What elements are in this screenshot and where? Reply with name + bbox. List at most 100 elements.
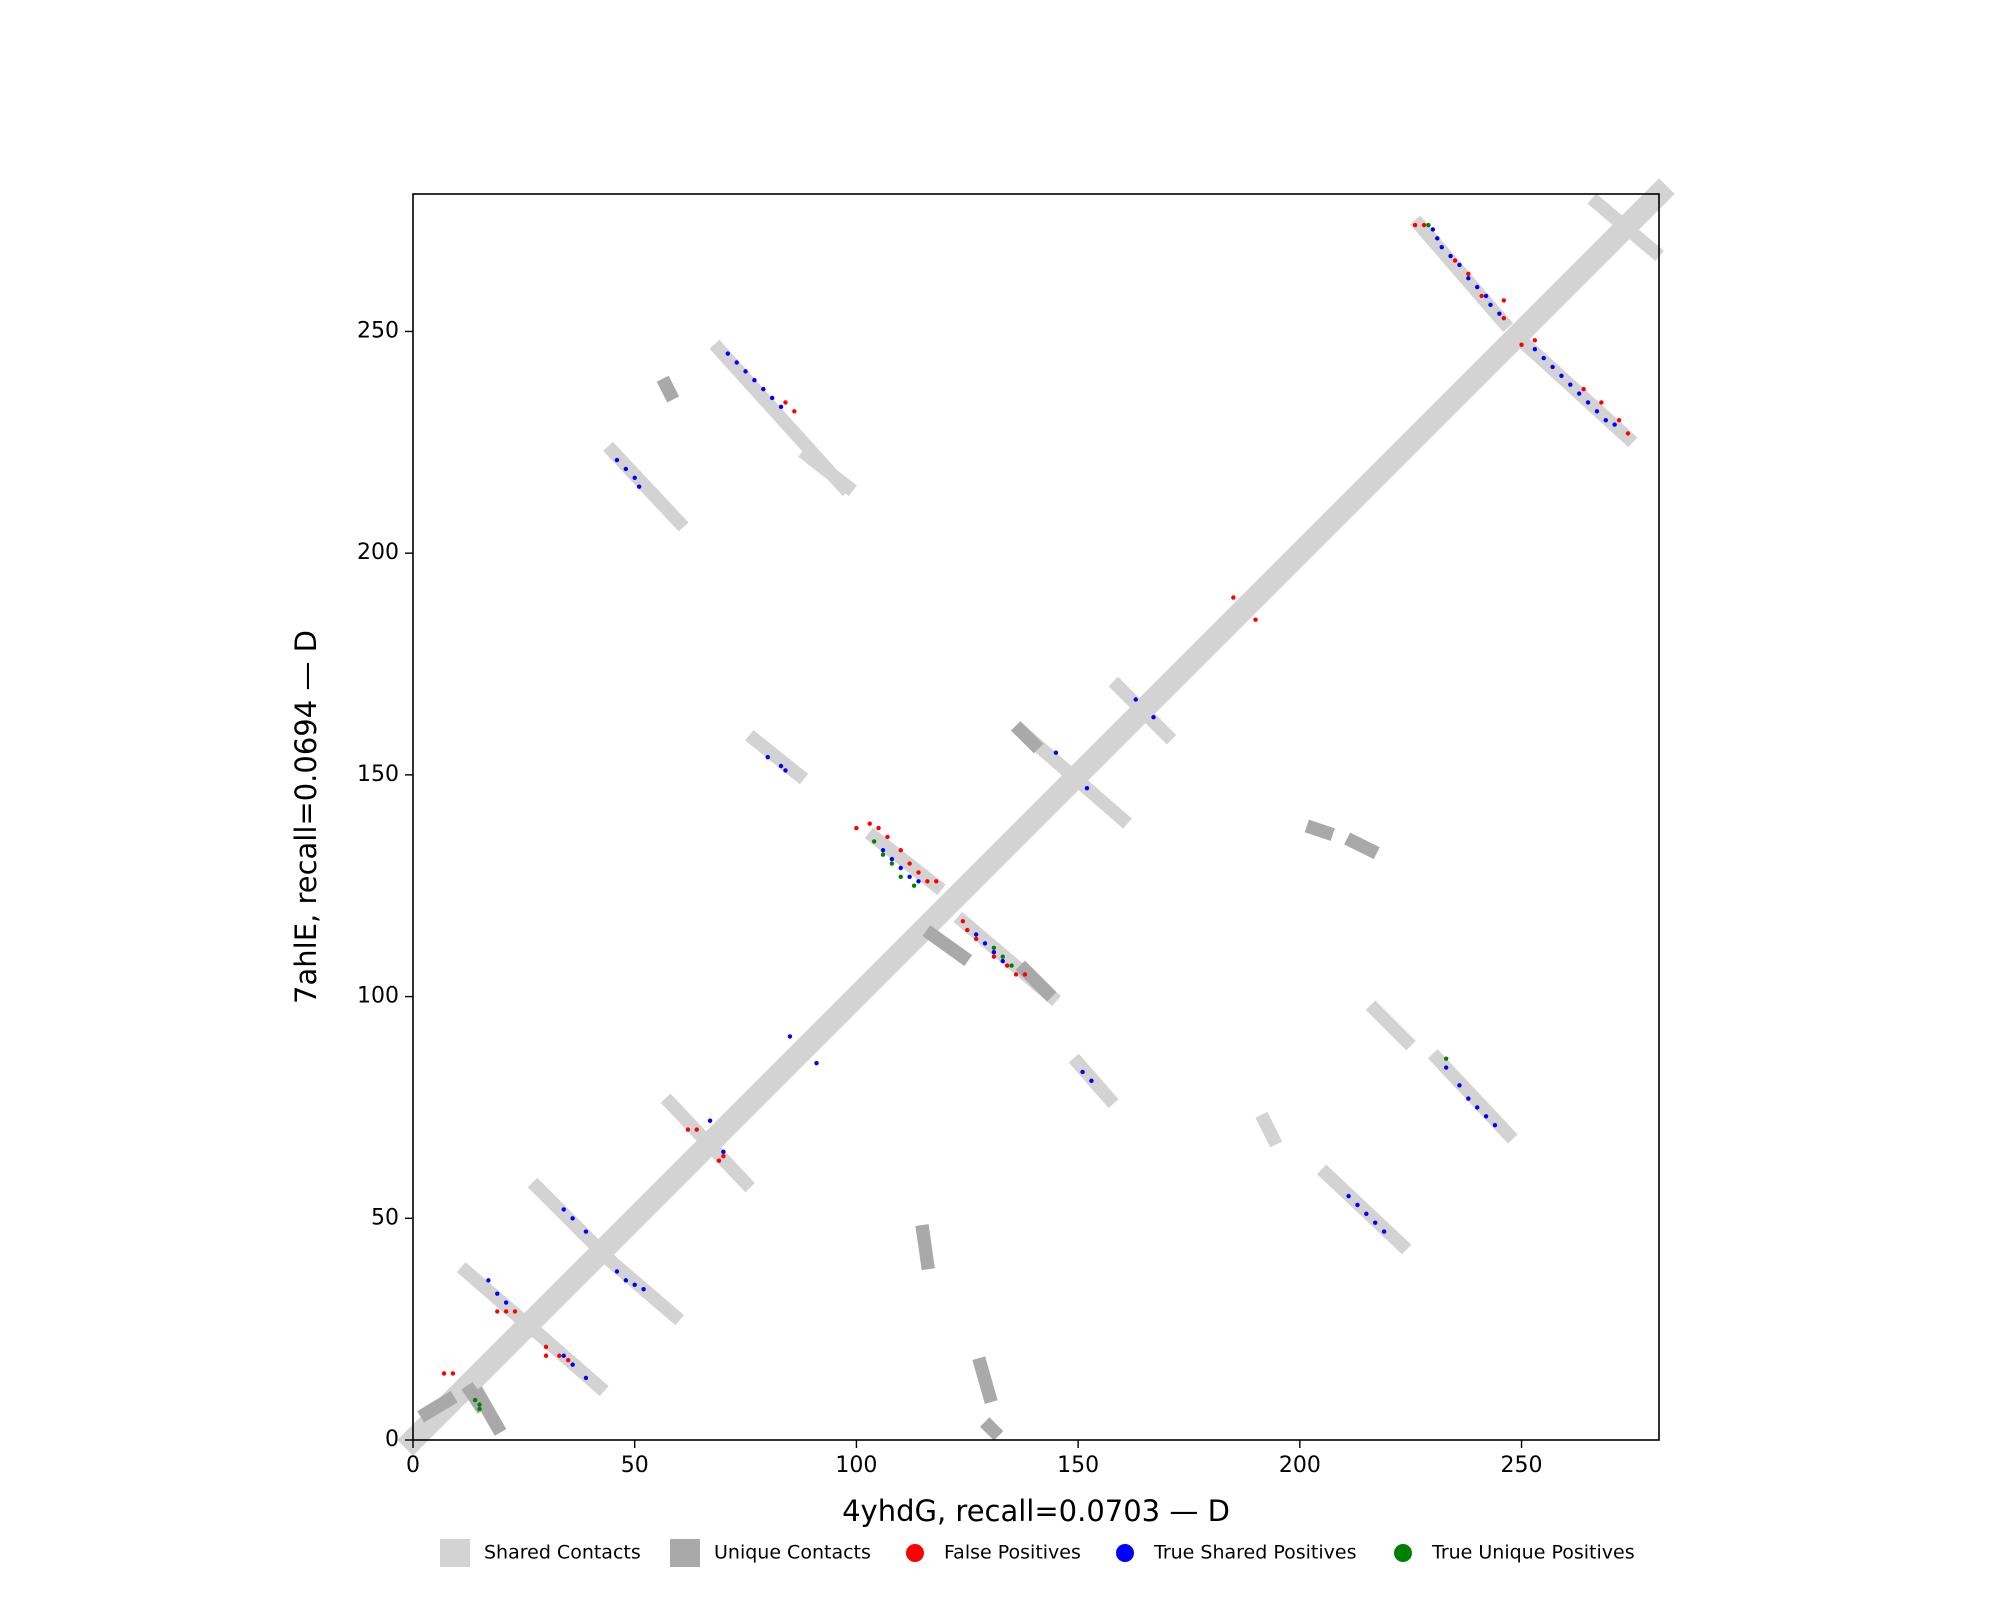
contact-band xyxy=(1108,676,1177,745)
contact-point xyxy=(1373,1220,1378,1225)
contact-point xyxy=(1346,1193,1351,1199)
contact-point xyxy=(761,386,766,392)
contact-point xyxy=(880,852,886,857)
contact-point xyxy=(1000,954,1005,959)
contact-point xyxy=(867,821,872,826)
contact-point xyxy=(783,768,788,773)
contact-point xyxy=(1568,382,1573,387)
contact-point xyxy=(907,861,912,866)
contact-point xyxy=(925,879,930,884)
contact-band xyxy=(798,446,857,496)
contact-point xyxy=(1426,222,1431,228)
contact-point xyxy=(1612,422,1617,427)
contact-point xyxy=(1550,364,1555,370)
x-tick-label: 100 xyxy=(835,1453,877,1478)
contact-point xyxy=(1004,963,1010,968)
legend-swatch xyxy=(1116,1544,1134,1562)
contact-point xyxy=(765,754,770,760)
contact-point xyxy=(783,400,788,405)
contact-point xyxy=(1474,284,1480,290)
contact-point xyxy=(450,1371,456,1376)
y-tick-label: 250 xyxy=(357,318,399,343)
y-tick-label: 50 xyxy=(371,1205,399,1230)
contact-band xyxy=(864,827,946,896)
contact-point xyxy=(503,1309,509,1314)
contact-point xyxy=(472,1397,478,1403)
contact-point xyxy=(1448,253,1453,259)
legend-swatch xyxy=(440,1539,470,1567)
legend-swatch xyxy=(1394,1544,1412,1562)
contact-band xyxy=(660,1093,755,1193)
contact-band xyxy=(745,730,809,785)
contact-point xyxy=(614,1269,620,1274)
contact-point xyxy=(725,351,731,356)
contact-band xyxy=(922,925,973,966)
contact-point xyxy=(960,919,966,924)
contact-band xyxy=(461,1382,489,1414)
contact-point xyxy=(1000,958,1005,964)
contact-point xyxy=(973,936,979,942)
contact-point xyxy=(632,475,637,480)
contact-point xyxy=(991,945,997,951)
contact-point xyxy=(1151,715,1156,720)
legend-label: Unique Contacts xyxy=(714,1542,871,1564)
contact-point xyxy=(614,457,620,463)
contact-point xyxy=(885,834,890,840)
contact-point xyxy=(636,484,642,489)
contact-point xyxy=(1089,1078,1094,1084)
contact-point xyxy=(1355,1202,1360,1208)
contact-point xyxy=(1466,276,1471,281)
contact-band xyxy=(1304,819,1335,841)
contact-point xyxy=(991,950,997,955)
contact-point xyxy=(916,879,921,884)
contact-point xyxy=(769,395,775,401)
contact-point xyxy=(982,941,988,946)
contact-band xyxy=(1015,960,1057,1002)
contact-point xyxy=(486,1278,491,1283)
contact-point xyxy=(1625,431,1631,436)
contact-point xyxy=(1133,697,1138,702)
contact-point xyxy=(965,927,970,933)
contact-point xyxy=(1519,342,1524,347)
contact-point xyxy=(1231,595,1236,600)
contact-point xyxy=(1576,391,1582,396)
contact-point xyxy=(787,1034,793,1039)
contact-band xyxy=(1255,1111,1283,1148)
contact-point xyxy=(1616,417,1622,423)
contact-point xyxy=(1501,298,1507,303)
contact-point xyxy=(934,879,939,884)
contact-point xyxy=(623,466,629,472)
plot-frame xyxy=(412,193,1660,1441)
contact-point xyxy=(743,369,748,374)
contact-point xyxy=(1559,373,1564,379)
contact-band xyxy=(1365,1000,1416,1051)
contact-point xyxy=(1483,293,1489,299)
contact-point xyxy=(1603,417,1608,423)
contact-point xyxy=(1532,346,1538,352)
contact-point xyxy=(1532,338,1538,343)
contact-point xyxy=(570,1362,575,1367)
contact-band xyxy=(527,1177,618,1268)
contact-point xyxy=(1439,245,1444,250)
contact-point xyxy=(1253,617,1258,622)
contact-band xyxy=(1011,721,1044,754)
contact-point xyxy=(880,848,886,853)
contact-band xyxy=(1516,335,1638,448)
contact-point xyxy=(973,932,979,937)
contact-point xyxy=(889,861,895,866)
contact-point xyxy=(1080,1069,1085,1075)
contact-point xyxy=(1009,963,1014,968)
contact-band xyxy=(980,1417,1004,1441)
contact-band xyxy=(417,1390,458,1423)
plot-area xyxy=(397,178,1675,1456)
contact-point xyxy=(1466,271,1471,277)
contact-point xyxy=(495,1291,500,1296)
contact-point xyxy=(1443,1065,1449,1070)
contact-band xyxy=(1427,1049,1518,1144)
legend-label: Shared Contacts xyxy=(484,1542,641,1564)
contact-band xyxy=(915,1224,935,1271)
contact-band xyxy=(456,1262,543,1339)
contact-band xyxy=(656,375,680,403)
contact-point xyxy=(1474,1105,1480,1110)
